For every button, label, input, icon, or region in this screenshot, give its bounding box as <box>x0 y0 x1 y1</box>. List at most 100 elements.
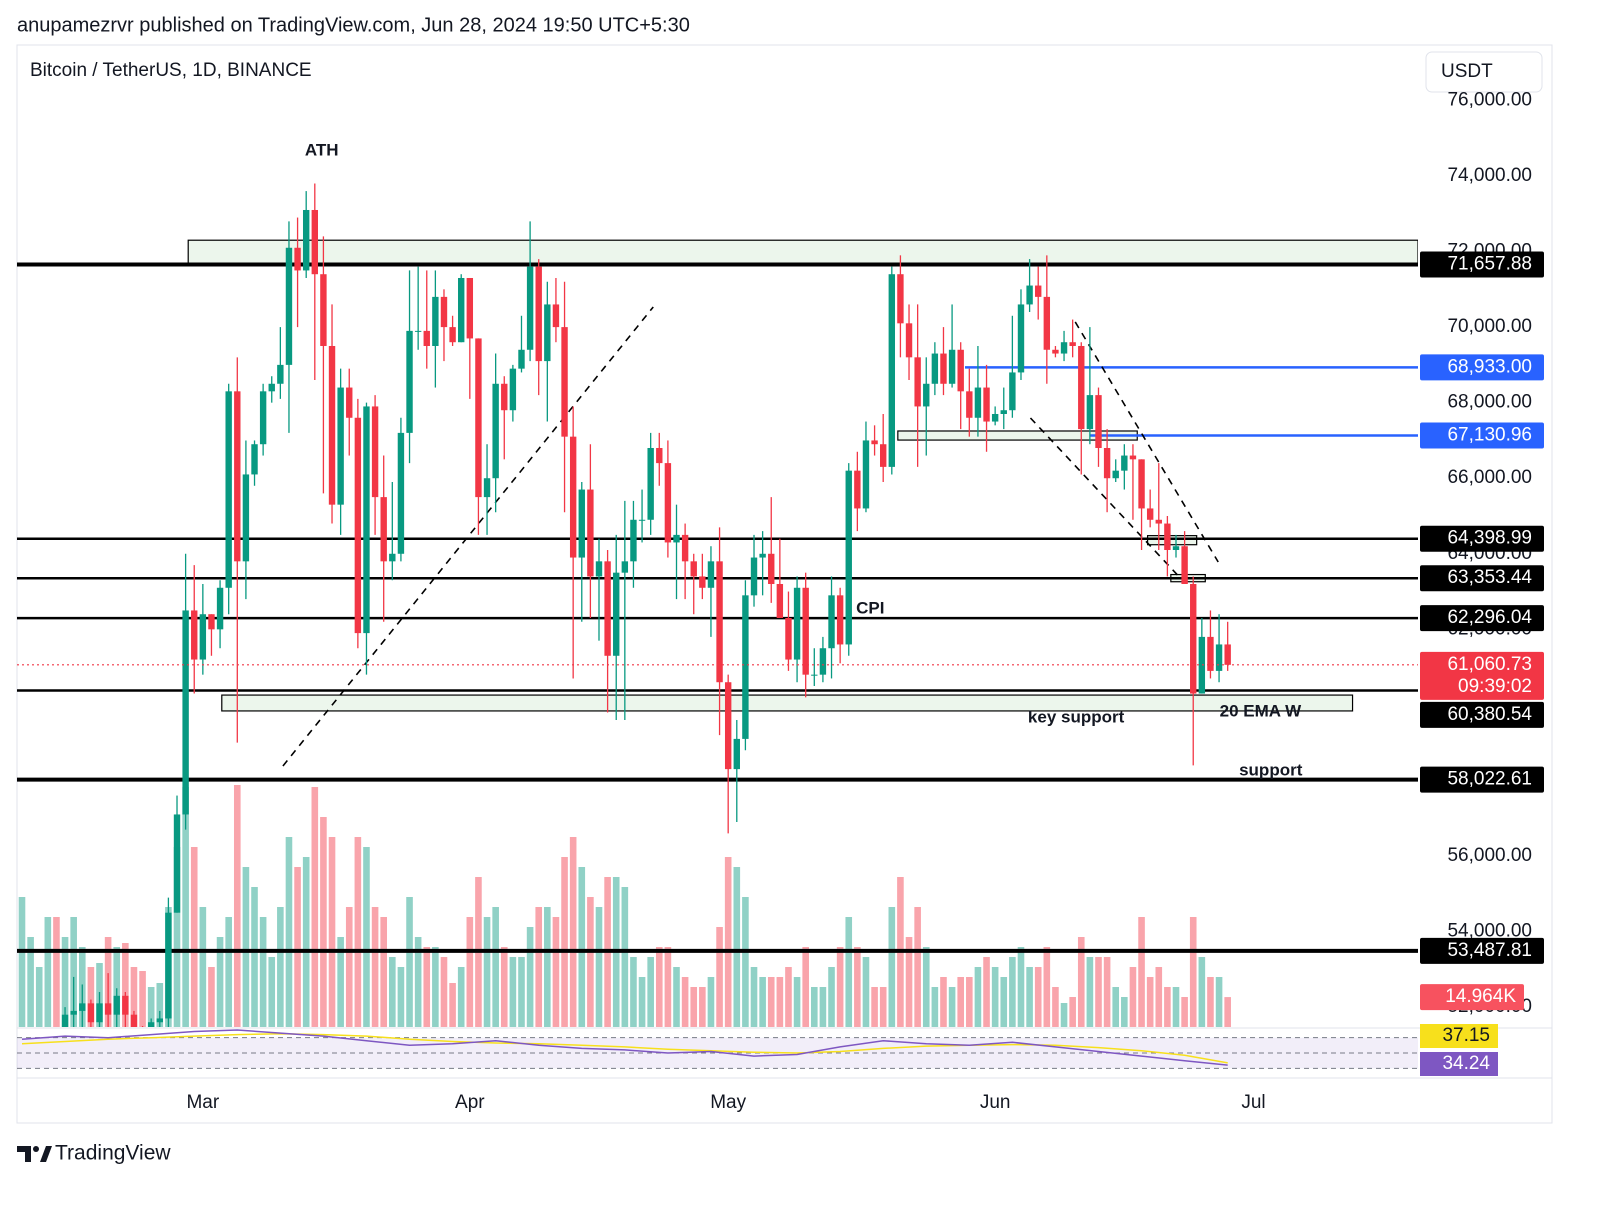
volume-bar <box>862 957 870 1027</box>
volume-bar <box>44 917 52 1027</box>
volume-bar <box>922 947 930 1027</box>
candle-body <box>294 247 301 271</box>
volume-bar <box>1095 957 1102 1027</box>
volume-bar <box>630 957 637 1027</box>
volume-bar <box>552 917 560 1027</box>
candle-body <box>96 1003 103 1023</box>
candle-body <box>70 1010 77 1015</box>
candle-body <box>699 576 706 588</box>
candle-body <box>897 274 904 324</box>
volume-bar <box>828 967 835 1027</box>
candle-body <box>483 478 491 498</box>
candle-body <box>337 387 344 505</box>
volume-bar <box>35 967 43 1027</box>
price-badge-label: 62,296.04 <box>1447 607 1532 628</box>
candle-body <box>845 470 852 645</box>
volume-bar <box>690 987 698 1027</box>
volume-bar <box>1121 997 1128 1027</box>
x-tick-label: May <box>710 1092 746 1113</box>
volume-bar <box>423 947 431 1027</box>
volume-bar <box>724 857 732 1027</box>
volume-bar <box>681 977 689 1027</box>
volume-bar <box>406 897 413 1027</box>
price-badge-label: 67,130.96 <box>1447 425 1532 446</box>
candle-body <box>854 470 861 509</box>
candle-body <box>587 489 594 577</box>
volume-bar <box>759 977 766 1027</box>
candle-body <box>733 738 740 770</box>
price-badge <box>1420 766 1544 793</box>
candle-body <box>828 595 835 649</box>
rsi-label: 34.24 <box>1442 1053 1490 1074</box>
candle-body <box>526 266 534 350</box>
rsi-ma-line <box>21 1033 1228 1064</box>
volume-bar <box>354 837 362 1027</box>
annotation: CPI <box>856 598 884 617</box>
volume-bar <box>1207 977 1214 1027</box>
candle-body <box>793 587 801 660</box>
volume-bar <box>974 967 982 1027</box>
volume-bar <box>750 967 758 1027</box>
volume-bar <box>767 977 775 1027</box>
candle-body <box>742 595 749 739</box>
volume-bar <box>526 927 534 1027</box>
candle-body <box>113 995 120 1015</box>
volume-bar <box>957 977 965 1027</box>
volume-bar <box>587 897 594 1027</box>
volume-bar <box>776 977 784 1027</box>
candle-body <box>234 391 241 562</box>
candle-body <box>1026 285 1033 305</box>
candle-body <box>259 391 267 445</box>
volume-bar <box>492 907 499 1027</box>
candle-body <box>768 553 775 585</box>
volume-bar <box>785 967 792 1027</box>
volume-bar <box>225 917 232 1027</box>
volume-bar <box>483 917 491 1027</box>
volume-bar <box>1129 967 1137 1027</box>
currency: USDT <box>1441 61 1493 82</box>
trend-line <box>1029 417 1181 579</box>
volume-bar <box>216 937 224 1027</box>
volume-bar <box>1112 987 1120 1027</box>
annotation: ATH <box>305 141 339 160</box>
candle-body <box>1060 342 1068 354</box>
volume-bar <box>259 917 267 1027</box>
candle-body <box>569 436 577 558</box>
volume-bar <box>1060 1003 1068 1027</box>
candle-body <box>277 364 284 384</box>
volume-bar <box>647 957 654 1027</box>
volume-bar <box>147 987 155 1027</box>
volume-bar <box>466 917 474 1027</box>
candle-body <box>1155 519 1162 524</box>
candle-body <box>440 296 448 328</box>
volume-bar <box>888 907 896 1027</box>
candle-body <box>1121 455 1128 471</box>
candle-body <box>242 474 250 562</box>
volume-bar <box>948 987 956 1027</box>
volume-bar <box>242 867 250 1027</box>
candle-body <box>61 1014 69 1027</box>
price-badge-label: 58,022.61 <box>1447 769 1532 790</box>
candle-body <box>724 682 732 770</box>
volume-bar <box>139 971 146 1027</box>
volume-bar <box>578 867 586 1027</box>
candle-body <box>621 561 629 573</box>
volume-bar <box>1198 957 1206 1027</box>
candle-body <box>79 1003 86 1011</box>
volume-bar <box>707 977 715 1027</box>
candle-body <box>492 383 499 479</box>
volume-bar <box>337 937 344 1027</box>
candle-body <box>216 587 224 630</box>
volume-bar <box>699 987 706 1027</box>
candle-body <box>613 572 620 656</box>
volume-bar <box>1026 967 1033 1027</box>
zone <box>221 694 1354 712</box>
volume-badge-label: 14.964K <box>1445 986 1516 1007</box>
currency-button[interactable] <box>1425 51 1543 93</box>
volume-bar <box>27 937 34 1027</box>
x-tick-label: Jul <box>1241 1092 1265 1113</box>
volume-bar <box>345 907 353 1027</box>
volume-bar <box>1155 967 1163 1027</box>
volume-bar <box>122 943 129 1027</box>
brand: TradingView <box>55 1142 171 1165</box>
